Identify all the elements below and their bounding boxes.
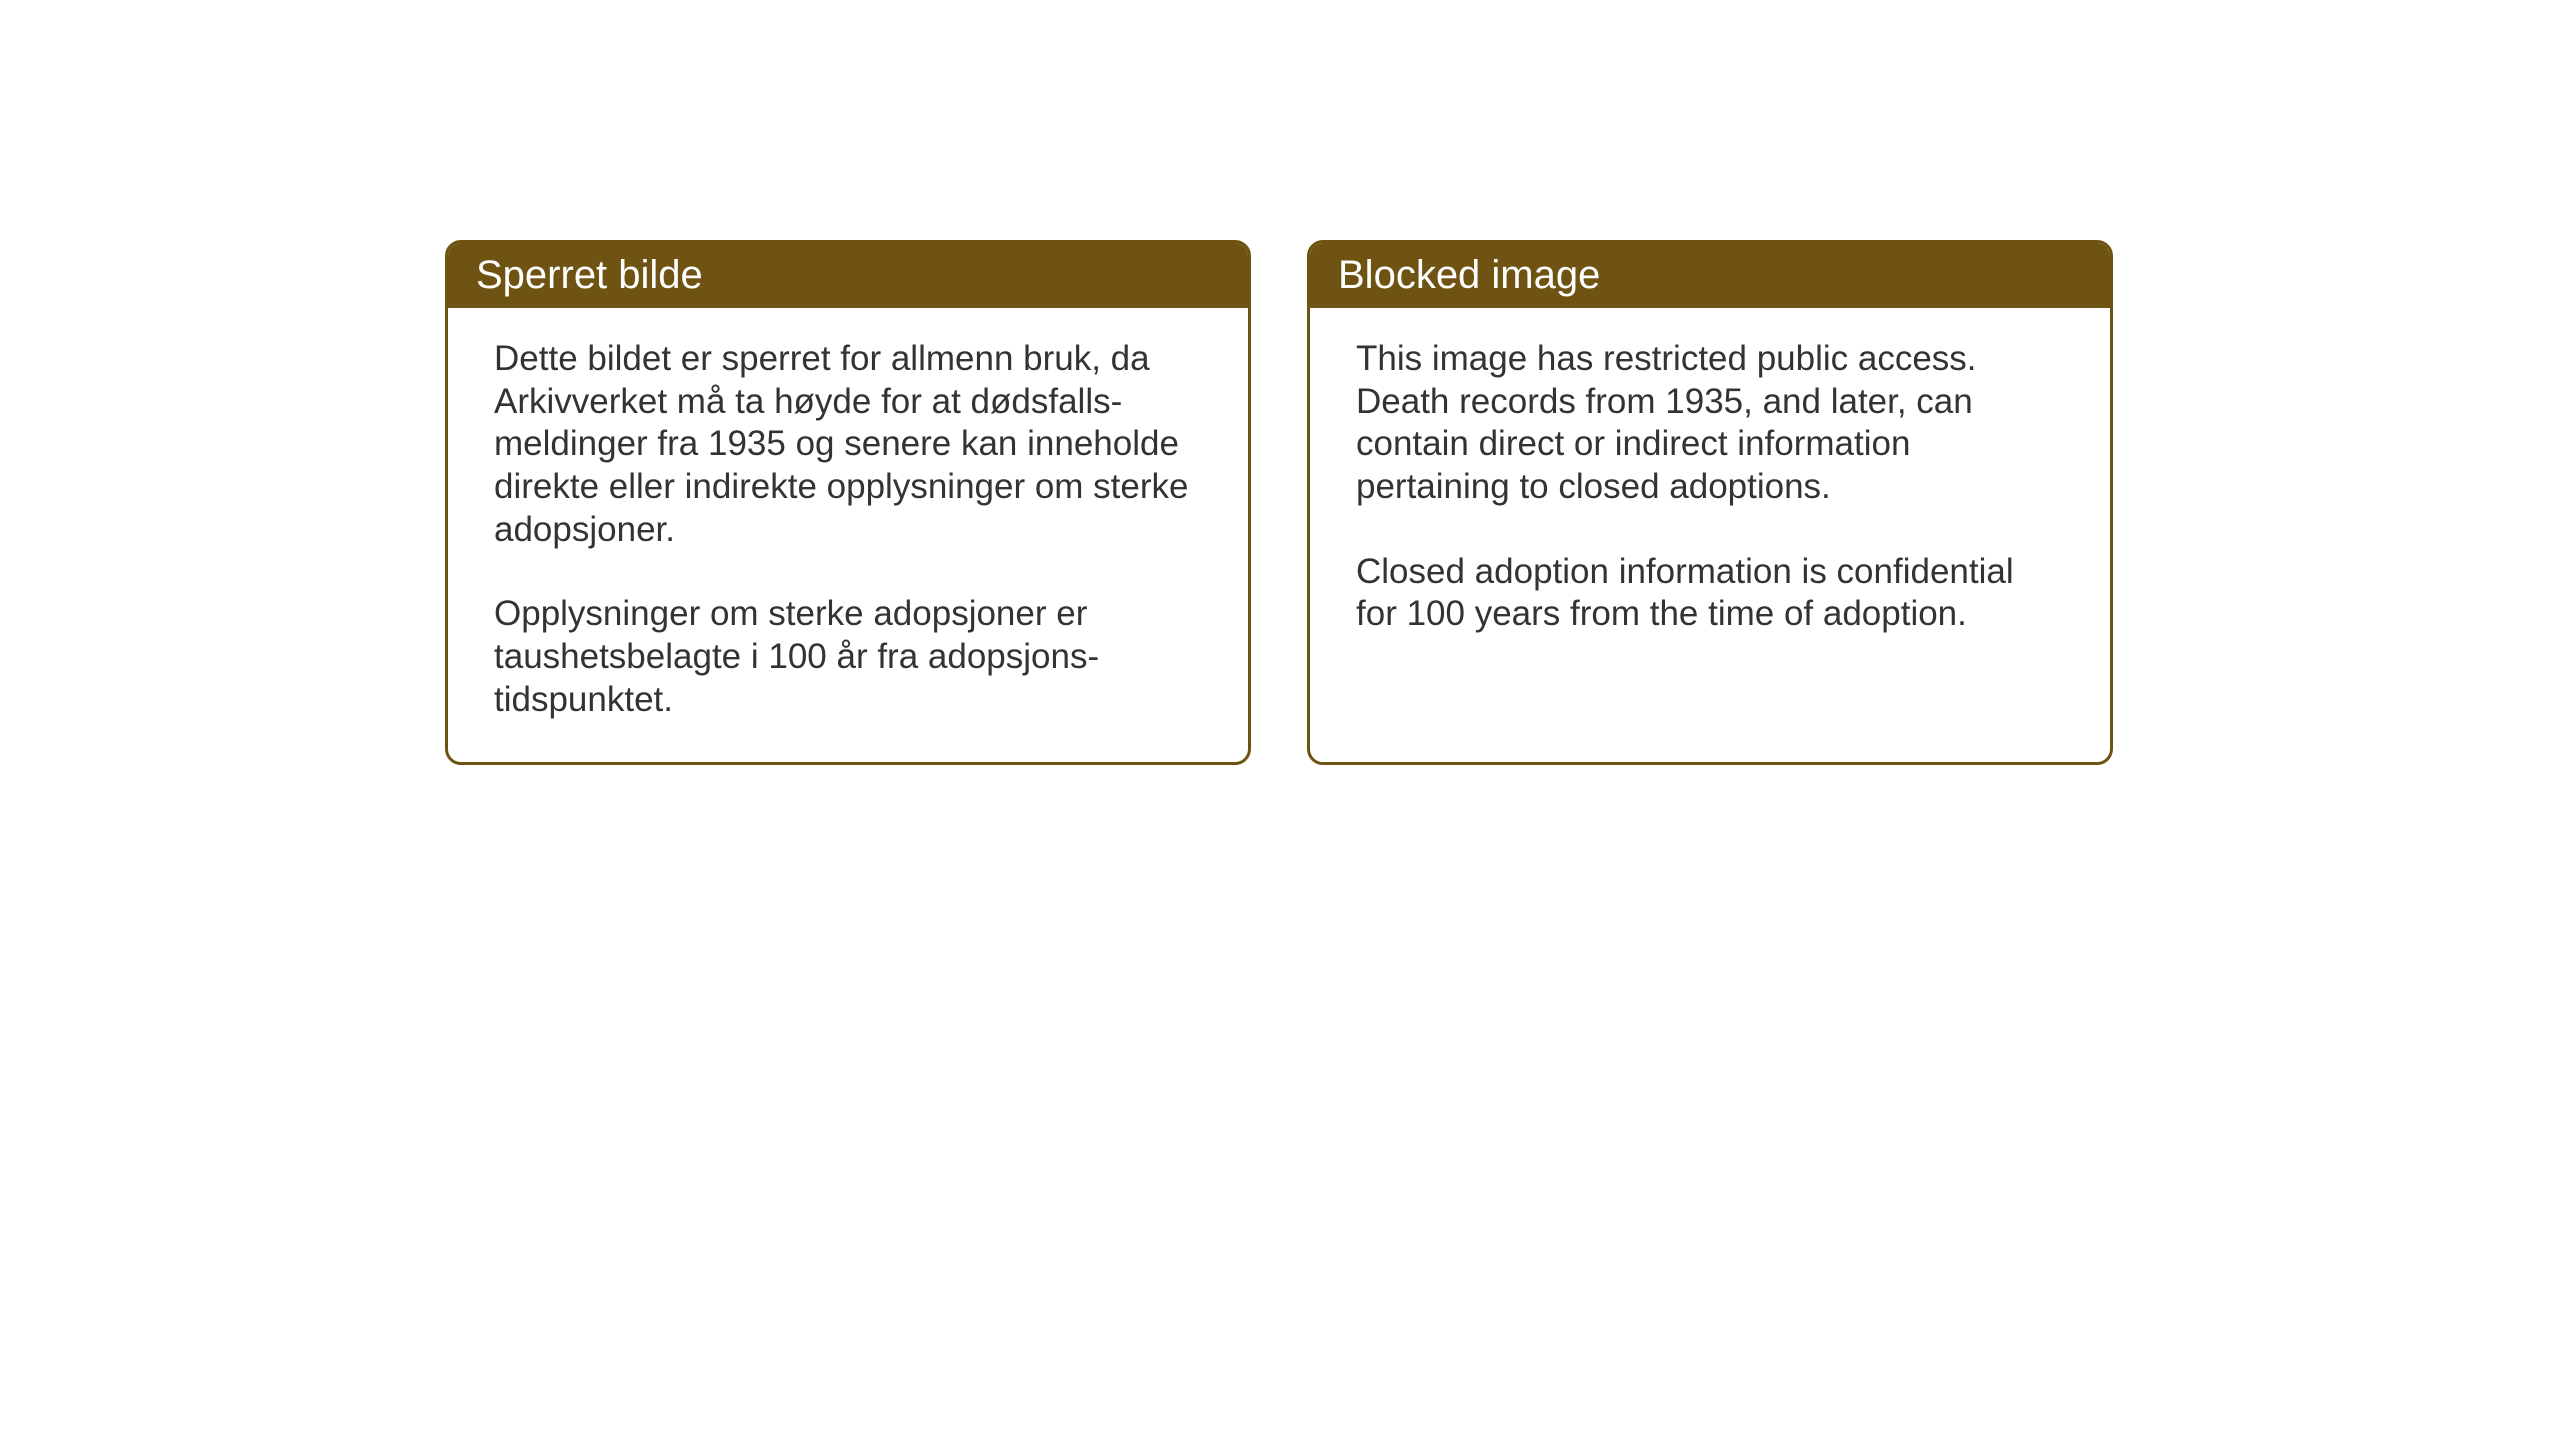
norwegian-notice-title: Sperret bilde	[448, 243, 1248, 308]
english-paragraph-1: This image has restricted public access.…	[1356, 338, 2064, 509]
norwegian-notice-body: Dette bildet er sperret for allmenn bruk…	[448, 308, 1248, 762]
norwegian-notice-card: Sperret bilde Dette bildet er sperret fo…	[445, 240, 1251, 765]
norwegian-paragraph-1: Dette bildet er sperret for allmenn bruk…	[494, 338, 1202, 551]
english-paragraph-2: Closed adoption information is confident…	[1356, 551, 2064, 636]
notice-container: Sperret bilde Dette bildet er sperret fo…	[445, 240, 2113, 765]
english-notice-card: Blocked image This image has restricted …	[1307, 240, 2113, 765]
norwegian-paragraph-2: Opplysninger om sterke adopsjoner er tau…	[494, 593, 1202, 721]
english-notice-title: Blocked image	[1310, 243, 2110, 308]
english-notice-body: This image has restricted public access.…	[1310, 308, 2110, 726]
